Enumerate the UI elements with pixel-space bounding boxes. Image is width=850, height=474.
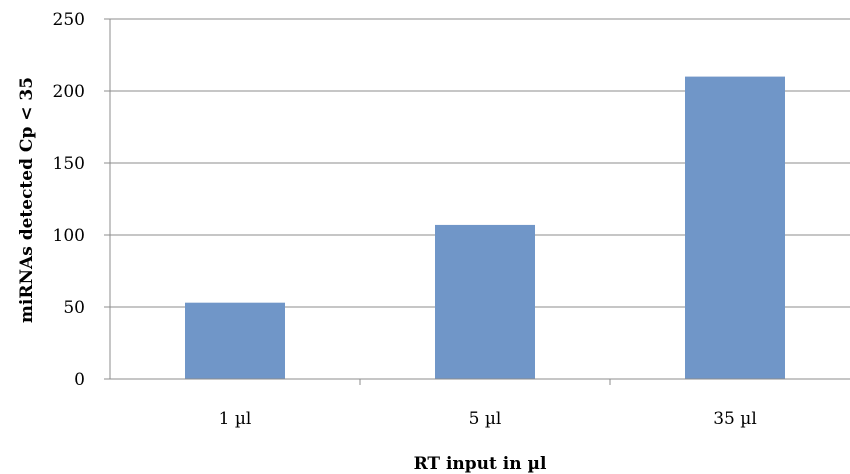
y-tick-labels: 0 50 100 150 200 250 — [53, 10, 85, 390]
y-tick-label: 50 — [63, 298, 85, 318]
bar — [185, 302, 285, 379]
bar — [685, 76, 785, 379]
bar — [435, 224, 535, 379]
y-tick-label: 100 — [53, 226, 85, 246]
x-tick-label: 35 µl — [713, 409, 757, 429]
y-tick-label: 0 — [74, 370, 85, 390]
bars — [185, 76, 785, 379]
x-tick-label: 1 µl — [219, 409, 252, 429]
x-tick-labels: 1 µl 5 µl 35 µl — [219, 409, 757, 429]
y-tick-label: 250 — [53, 10, 85, 30]
axes — [104, 18, 850, 385]
y-tick-label: 150 — [53, 154, 85, 174]
y-axis-title: miRNAs detected Cp < 35 — [17, 77, 37, 323]
x-axis-title: RT input in µl — [414, 454, 547, 474]
x-tick-label: 5 µl — [469, 409, 502, 429]
y-tick-label: 200 — [53, 82, 85, 102]
